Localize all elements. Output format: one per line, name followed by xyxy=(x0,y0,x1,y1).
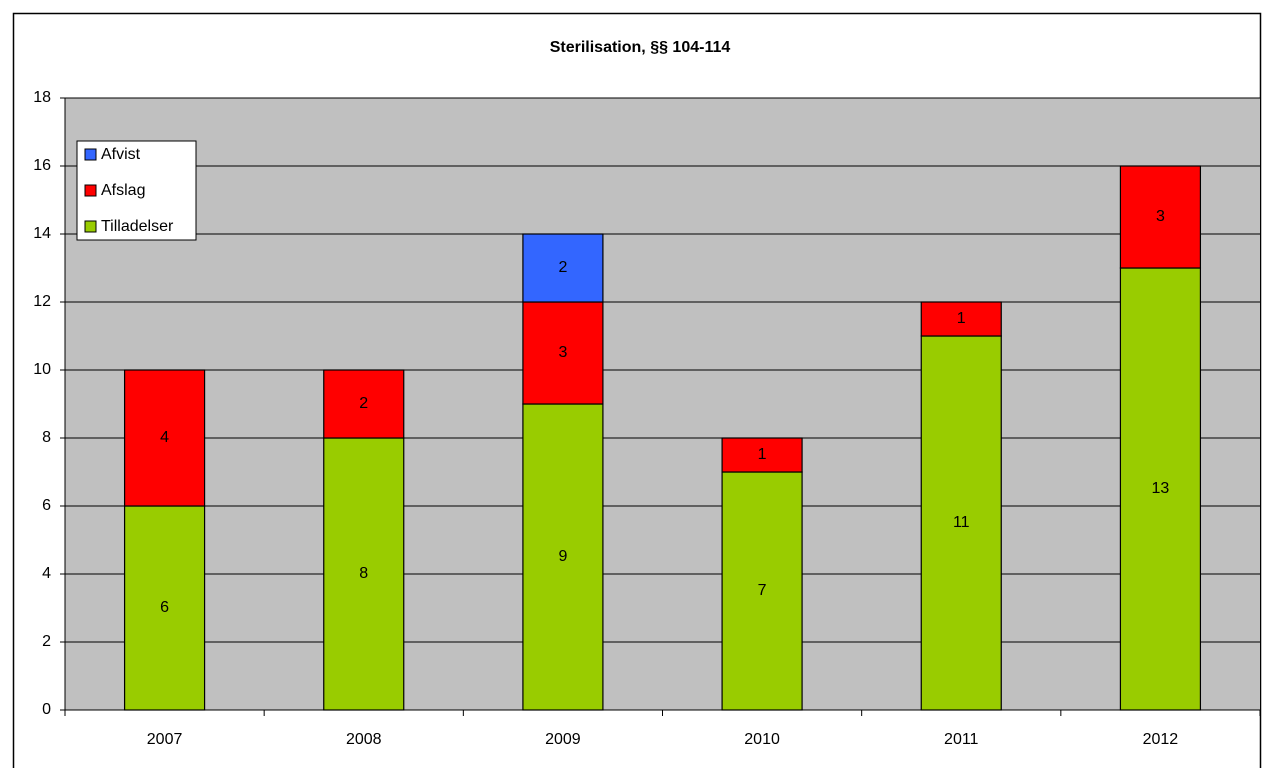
y-tick-label: 4 xyxy=(42,565,51,582)
bar-segment xyxy=(323,369,405,439)
y-tick-label: 18 xyxy=(33,89,51,106)
y-tick-label: 0 xyxy=(42,701,51,718)
legend-box xyxy=(76,140,197,241)
y-tick-label: 2 xyxy=(42,633,51,650)
data-label: 9 xyxy=(558,548,567,565)
data-label: 2 xyxy=(558,259,567,276)
x-tick-label: 2010 xyxy=(744,731,780,748)
bar-segment xyxy=(721,471,803,711)
legend-swatch xyxy=(84,148,97,161)
data-label: 8 xyxy=(359,565,368,582)
data-label: 3 xyxy=(1156,208,1165,225)
bar-segment xyxy=(920,335,1002,711)
bar-segment xyxy=(721,437,803,473)
legend-label: Afvist xyxy=(101,146,141,163)
y-tick-label: 12 xyxy=(33,293,51,310)
bar-segment xyxy=(522,301,604,405)
data-label: 4 xyxy=(160,429,169,446)
x-tick-label: 2008 xyxy=(346,731,382,748)
x-tick-label: 2007 xyxy=(147,731,183,748)
y-tick-label: 6 xyxy=(42,497,51,514)
bar-segment xyxy=(123,505,206,711)
data-label: 1 xyxy=(758,446,767,463)
bar-segment xyxy=(123,369,206,507)
legend-swatch xyxy=(84,220,97,233)
x-tick-label: 2011 xyxy=(944,731,979,748)
data-label: 13 xyxy=(1152,480,1170,497)
bar-segment xyxy=(323,437,405,711)
data-label: 3 xyxy=(558,344,567,361)
bar-segment xyxy=(522,403,604,711)
data-label: 1 xyxy=(957,310,966,327)
data-label: 2 xyxy=(359,395,368,412)
data-label: 11 xyxy=(953,514,970,531)
bar-segment xyxy=(1119,165,1202,269)
data-label: 7 xyxy=(758,582,767,599)
y-tick-label: 8 xyxy=(42,429,51,446)
bar-segment xyxy=(1119,267,1202,711)
chart-title: Sterilisation, §§ 104-114 xyxy=(550,39,731,56)
legend-swatch xyxy=(84,184,97,197)
bar-segment xyxy=(522,233,604,303)
x-tick-label: 2012 xyxy=(1143,731,1179,748)
bar-segment xyxy=(920,301,1002,337)
x-tick-label: 2009 xyxy=(545,731,581,748)
plot-area xyxy=(65,98,1260,710)
legend-label: Afslag xyxy=(101,182,145,199)
y-tick-label: 10 xyxy=(33,361,51,378)
legend-label: Tilladelser xyxy=(101,218,174,235)
y-tick-label: 14 xyxy=(33,225,51,242)
y-tick-label: 16 xyxy=(33,157,51,174)
data-label: 6 xyxy=(160,599,169,616)
